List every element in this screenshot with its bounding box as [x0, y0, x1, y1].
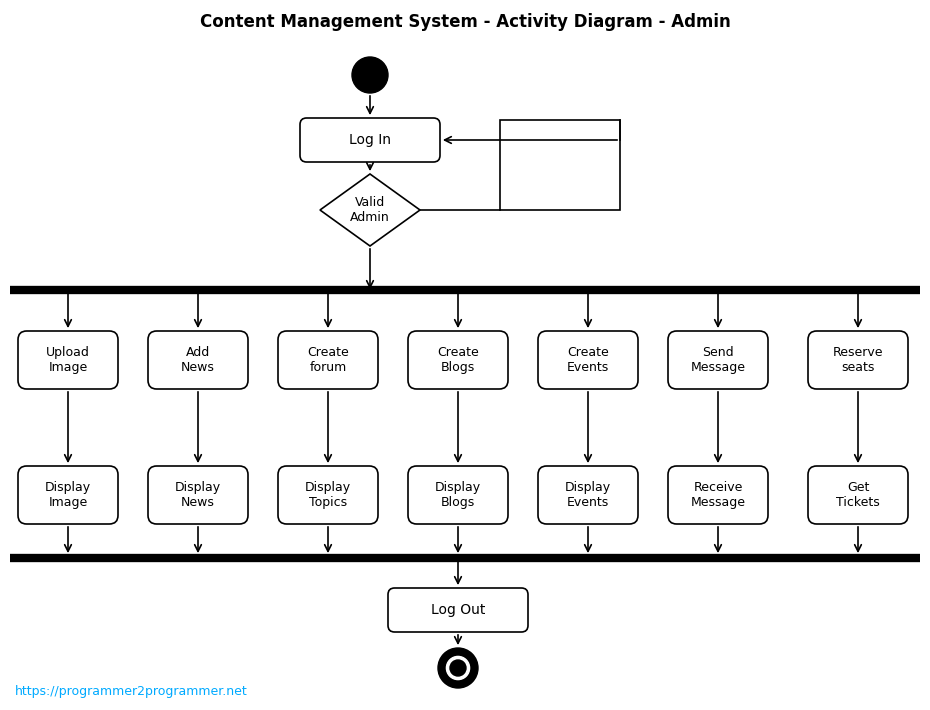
Text: Upload
Image: Upload Image [46, 346, 90, 374]
FancyBboxPatch shape [18, 466, 118, 524]
Circle shape [446, 657, 470, 679]
Text: Display
Events: Display Events [565, 481, 611, 509]
FancyBboxPatch shape [388, 588, 528, 632]
Text: Reserve
seats: Reserve seats [832, 346, 884, 374]
Text: Valid
Admin: Valid Admin [350, 196, 390, 224]
Text: Get
Tickets: Get Tickets [836, 481, 880, 509]
Circle shape [352, 57, 388, 93]
Text: https://programmer2programmer.net: https://programmer2programmer.net [15, 685, 247, 699]
FancyBboxPatch shape [278, 466, 378, 524]
Circle shape [438, 648, 478, 688]
Text: Create
Blogs: Create Blogs [437, 346, 479, 374]
FancyBboxPatch shape [538, 466, 638, 524]
Text: Display
Image: Display Image [45, 481, 91, 509]
Text: Log Out: Log Out [431, 603, 485, 617]
Text: Display
Topics: Display Topics [305, 481, 351, 509]
FancyBboxPatch shape [408, 466, 508, 524]
Text: Create
Events: Create Events [567, 346, 609, 374]
FancyBboxPatch shape [808, 466, 908, 524]
Bar [500, 120, 620, 210]
FancyBboxPatch shape [668, 466, 768, 524]
FancyBboxPatch shape [148, 466, 248, 524]
FancyBboxPatch shape [18, 331, 118, 389]
Text: Display
Blogs: Display Blogs [435, 481, 481, 509]
Text: Create
forum: Create forum [307, 346, 349, 374]
Text: Send
Message: Send Message [690, 346, 746, 374]
Circle shape [450, 660, 466, 676]
Text: Display
News: Display News [175, 481, 221, 509]
FancyBboxPatch shape [278, 331, 378, 389]
FancyBboxPatch shape [668, 331, 768, 389]
FancyBboxPatch shape [148, 331, 248, 389]
Text: Content Management System - Activity Diagram - Admin: Content Management System - Activity Dia… [200, 13, 730, 31]
Text: Log In: Log In [349, 133, 391, 147]
Polygon shape [320, 174, 420, 246]
Text: Receive
Message: Receive Message [690, 481, 746, 509]
FancyBboxPatch shape [538, 331, 638, 389]
Text: Add
News: Add News [181, 346, 215, 374]
FancyBboxPatch shape [808, 331, 908, 389]
FancyBboxPatch shape [408, 331, 508, 389]
FancyBboxPatch shape [300, 118, 440, 162]
